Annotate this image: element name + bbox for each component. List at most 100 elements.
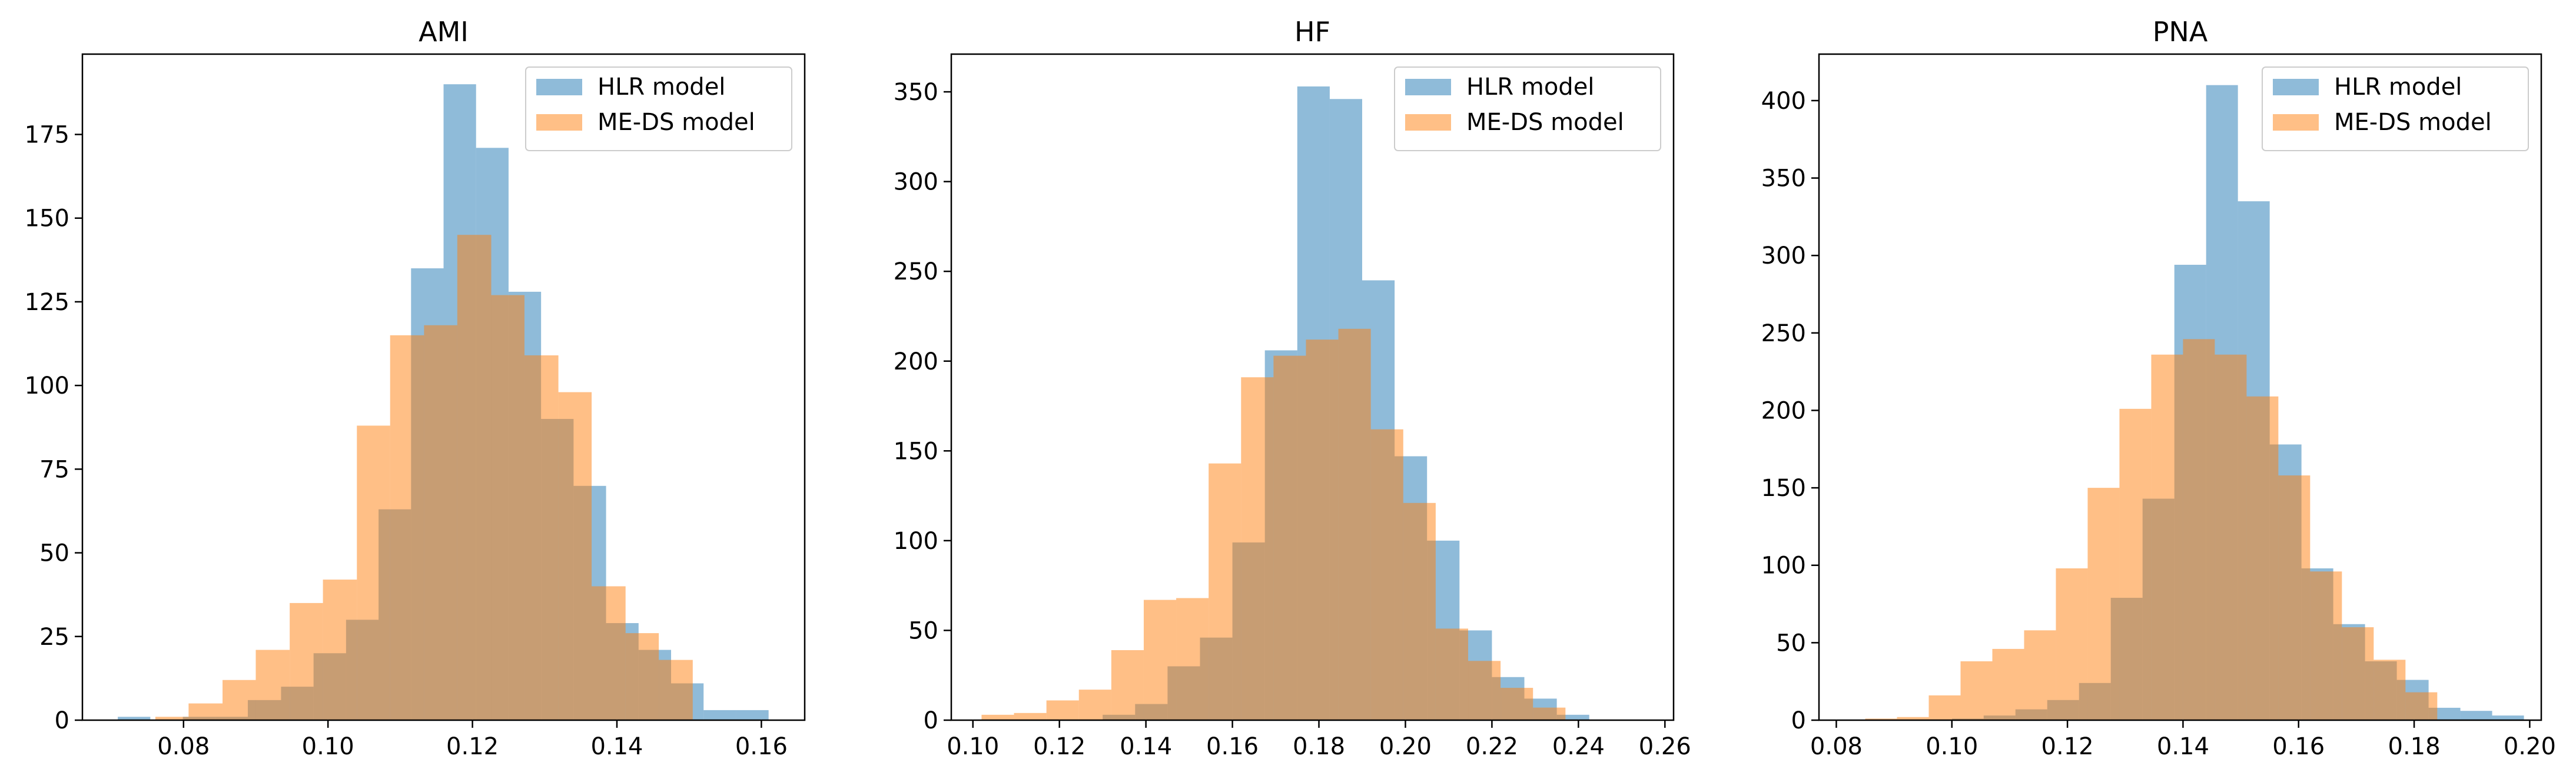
y-tick-label: 175 — [25, 122, 69, 149]
chart-title: HF — [1294, 16, 1330, 48]
y-tick-label: 50 — [908, 617, 938, 644]
x-tick-label: 0.26 — [1639, 733, 1691, 760]
histogram-bar — [2310, 571, 2342, 720]
histogram-bar — [1403, 502, 1436, 720]
histogram-bar — [2246, 396, 2279, 720]
histogram-bar — [2024, 630, 2056, 720]
histogram-bar — [736, 710, 769, 720]
histogram-bar — [1111, 650, 1144, 720]
legend-swatch-me-ds — [536, 114, 582, 131]
histogram-bar — [1992, 648, 2024, 720]
legend-swatch-hlr — [2273, 79, 2319, 95]
histogram-bar — [188, 703, 223, 720]
histogram-bar — [659, 660, 693, 720]
histogram-bar — [491, 295, 525, 720]
y-tick-label: 350 — [894, 79, 938, 106]
y-tick-label: 300 — [1761, 242, 1806, 269]
y-tick-label: 250 — [894, 258, 938, 285]
histogram-bar — [1928, 695, 1961, 720]
histogram-bar — [1338, 328, 1371, 720]
series-me-ds — [155, 235, 693, 720]
histogram-bar — [223, 680, 256, 720]
y-tick-label: 0 — [55, 707, 69, 734]
x-tick-label: 0.08 — [157, 733, 210, 760]
chart-title: PNA — [2153, 16, 2208, 48]
x-tick-label: 0.18 — [1293, 733, 1345, 760]
legend-label: ME-DS model — [597, 109, 755, 136]
x-tick-label: 0.10 — [947, 733, 999, 760]
histogram-bar — [1209, 463, 1241, 720]
histogram-bar — [1435, 628, 1469, 720]
histogram-bar — [390, 335, 424, 720]
histogram-bar — [2183, 339, 2215, 720]
chart-title: AMI — [419, 16, 469, 48]
y-tick-label: 125 — [25, 289, 69, 316]
histogram-bar — [1533, 707, 1566, 720]
legend-frame — [1394, 66, 1661, 151]
histogram-bar — [457, 235, 492, 720]
x-tick-label: 0.12 — [1033, 733, 1085, 760]
histogram-bar — [592, 586, 626, 720]
x-tick-label: 0.12 — [446, 733, 499, 760]
histogram-bar — [357, 425, 390, 720]
y-tick-label: 0 — [924, 707, 938, 734]
histogram-bar — [1370, 429, 1403, 720]
legend-label: HLR model — [597, 74, 725, 101]
histogram-bar — [1960, 661, 1993, 720]
x-tick-label: 0.10 — [1926, 733, 1978, 760]
histogram-bar — [290, 602, 323, 720]
axes-frame — [81, 53, 806, 721]
x-tick-label: 0.16 — [1206, 733, 1259, 760]
histogram-bar — [703, 710, 736, 720]
y-tick-label: 200 — [894, 348, 938, 375]
legend-swatch-hlr — [1405, 79, 1451, 95]
legend: HLR model ME-DS model — [525, 66, 792, 151]
histogram-bar — [2492, 715, 2524, 720]
x-tick-label: 0.16 — [2272, 733, 2325, 760]
histogram-bar — [981, 714, 1014, 720]
histogram-bar — [1501, 688, 1533, 720]
axes-frame — [950, 53, 1675, 721]
legend-frame — [2262, 66, 2529, 151]
x-tick-label: 0.18 — [2388, 733, 2441, 760]
histogram-bar — [1241, 377, 1274, 720]
legend-swatch-me-ds — [1405, 114, 1451, 131]
histogram-bar — [118, 717, 151, 720]
y-tick-label: 100 — [894, 528, 938, 555]
legend-swatch-me-ds — [2273, 114, 2319, 131]
y-tick-label: 300 — [894, 169, 938, 196]
histogram-panel-hf: HF 0.10 0.12 0.14 0.16 0.18 0.20 0.22 0.24 0.26 0 5… — [894, 16, 1691, 760]
y-tick-label: 100 — [1761, 552, 1806, 580]
histogram-bar — [1046, 700, 1079, 720]
histogram-bar — [1556, 714, 1589, 720]
y-tick-label: 350 — [1761, 165, 1806, 192]
legend: HLR model ME-DS model — [2262, 66, 2529, 151]
histogram-bar — [2460, 711, 2492, 720]
y-tick-label: 150 — [894, 438, 938, 465]
histogram-bar — [2151, 354, 2183, 720]
y-tick-label: 150 — [25, 205, 69, 232]
histogram-bar — [323, 580, 357, 720]
y-tick-label: 200 — [1761, 397, 1806, 424]
y-tick-label: 50 — [39, 540, 69, 567]
histogram-bar — [1897, 717, 1929, 720]
histogram-bar — [1176, 598, 1209, 720]
y-tick-label: 25 — [39, 624, 69, 651]
y-tick-label: 0 — [1791, 707, 1806, 734]
legend-label: ME-DS model — [2334, 109, 2492, 136]
histogram-bar — [2278, 475, 2311, 720]
x-tick-label: 0.12 — [2041, 733, 2094, 760]
series-me-ds — [981, 328, 1566, 720]
histogram-bar — [1865, 718, 1897, 720]
histogram-bar — [1143, 600, 1177, 720]
y-tick-label: 50 — [1776, 630, 1806, 657]
x-tick-label: 0.08 — [1810, 733, 1863, 760]
histogram-bar — [2056, 568, 2088, 720]
legend-frame — [525, 66, 792, 151]
histogram-bar — [255, 650, 290, 720]
histogram-bar — [1078, 690, 1111, 720]
histogram-bar — [2373, 660, 2406, 720]
legend-label: HLR model — [1466, 74, 1594, 101]
histogram-bar — [625, 633, 659, 720]
x-tick-label: 0.16 — [735, 733, 788, 760]
